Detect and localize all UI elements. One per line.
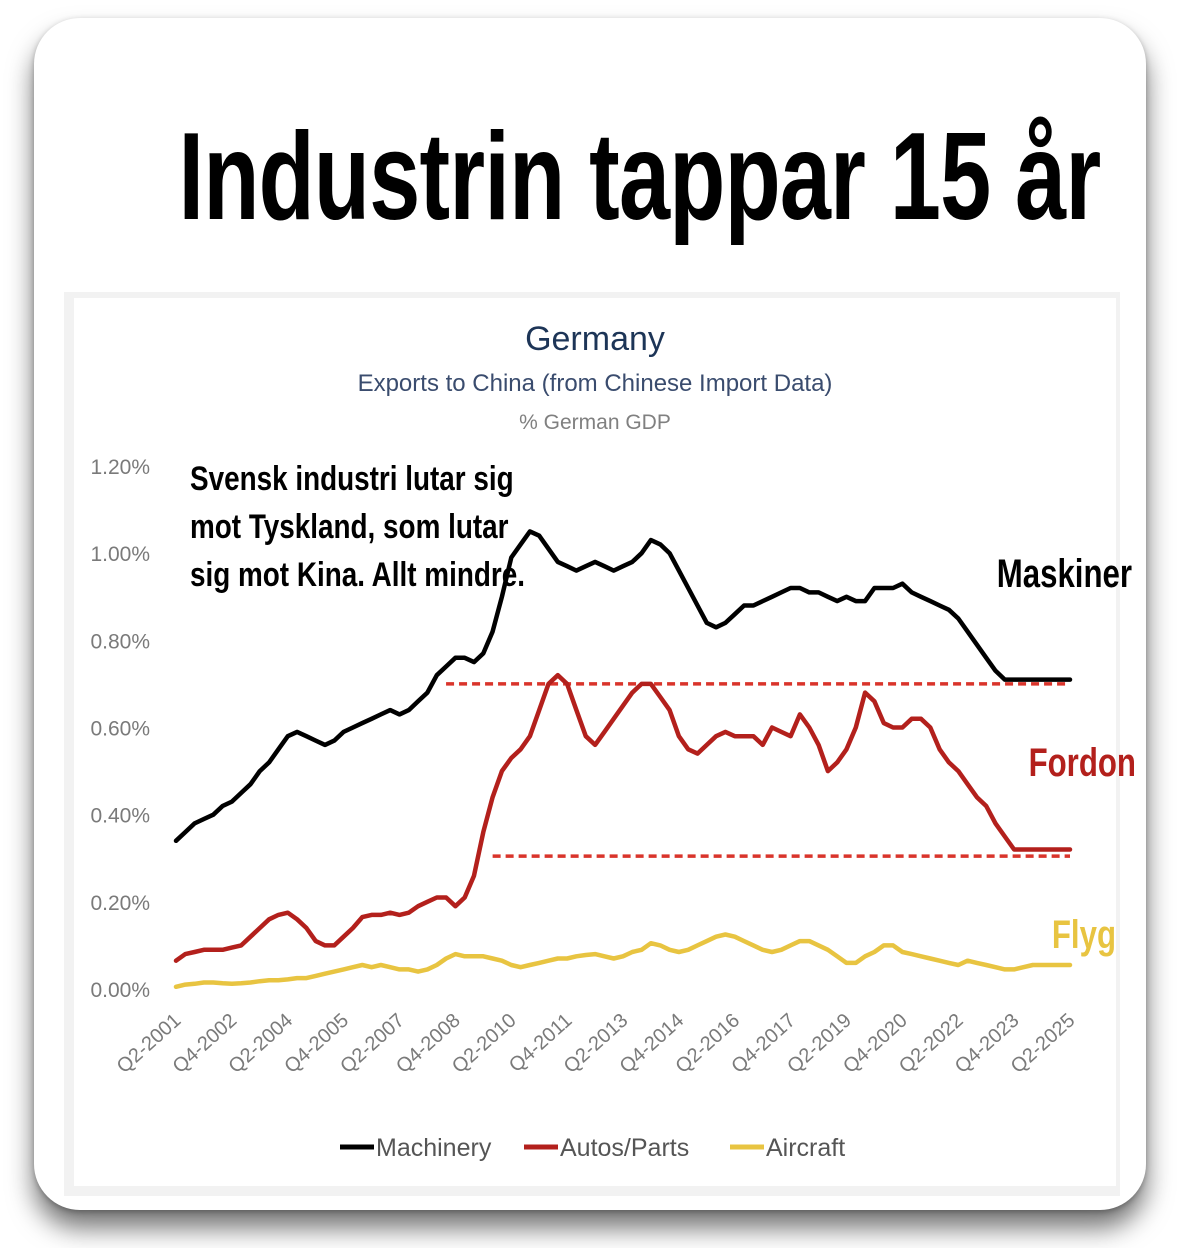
legend-item-aircraft: Aircraft xyxy=(766,1134,845,1162)
annotation-line: Svensk industri lutar sig xyxy=(190,459,514,497)
legend: Machinery Autos/Parts Aircraft xyxy=(340,1134,845,1162)
y-tick-label: 1.00% xyxy=(90,543,150,566)
series-label-flyg: Flyg xyxy=(1052,912,1116,957)
legend-item-machinery: Machinery xyxy=(376,1134,492,1162)
y-tick-label: 0.40% xyxy=(90,805,150,828)
y-tick-label: 0.20% xyxy=(90,892,150,915)
chart-unit-label: % German GDP xyxy=(519,411,671,434)
series-line-aircraft xyxy=(173,932,1073,990)
chart-subtitle: Exports to China (from Chinese Import Da… xyxy=(358,370,833,397)
legend-item-autos-parts: Autos/Parts xyxy=(560,1134,689,1162)
y-tick-label: 0.60% xyxy=(90,718,150,741)
series-line-autos-parts xyxy=(173,672,1073,963)
y-tick-label: 1.20% xyxy=(90,456,150,479)
series-label-maskiner: Maskiner xyxy=(997,551,1132,596)
annotation-block: Svensk industri lutar sig mot Tyskland, s… xyxy=(190,459,525,593)
headline: Industrin tappar 15 år xyxy=(178,108,1102,246)
y-tick-label: 0.80% xyxy=(90,630,150,653)
series-label-fordon: Fordon xyxy=(1029,740,1136,785)
series-line-machinery xyxy=(173,529,1073,844)
annotation-line: sig mot Kina. Allt mindre. xyxy=(190,555,525,593)
annotation-line: mot Tyskland, som lutar xyxy=(190,507,508,545)
y-tick-label: 0.00% xyxy=(90,979,150,1002)
chart-title: Germany xyxy=(525,320,665,358)
